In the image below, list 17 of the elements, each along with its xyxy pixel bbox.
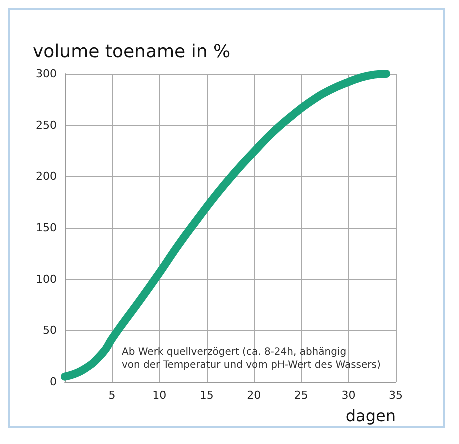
- y-tick-label: 150: [36, 222, 57, 234]
- x-tick-label: 10: [152, 389, 167, 402]
- chart-title: volume toename in %: [33, 42, 231, 62]
- x-tick-label: 20: [247, 389, 262, 402]
- annotation: Ab Werk quellverzögert (ca. 8-24h, abhängig von der Temperatur und vom pH-Wert des Wassers): [122, 347, 381, 371]
- y-tick-label: 250: [36, 118, 57, 132]
- y-tick-label: 0: [50, 376, 57, 388]
- x-tick-label: 15: [200, 389, 214, 402]
- x-tick-label: 5: [108, 389, 116, 402]
- x-tick-label: 35: [389, 389, 403, 402]
- y-tick-label: 50: [43, 324, 57, 338]
- y-tick-label: 200: [36, 170, 57, 184]
- x-axis-title: dagen: [346, 406, 396, 426]
- x-tick-label: 30: [342, 389, 356, 402]
- y-tick-label: 100: [36, 272, 57, 286]
- y-tick-label: 300: [36, 68, 57, 80]
- x-tick-label: 25: [294, 389, 308, 402]
